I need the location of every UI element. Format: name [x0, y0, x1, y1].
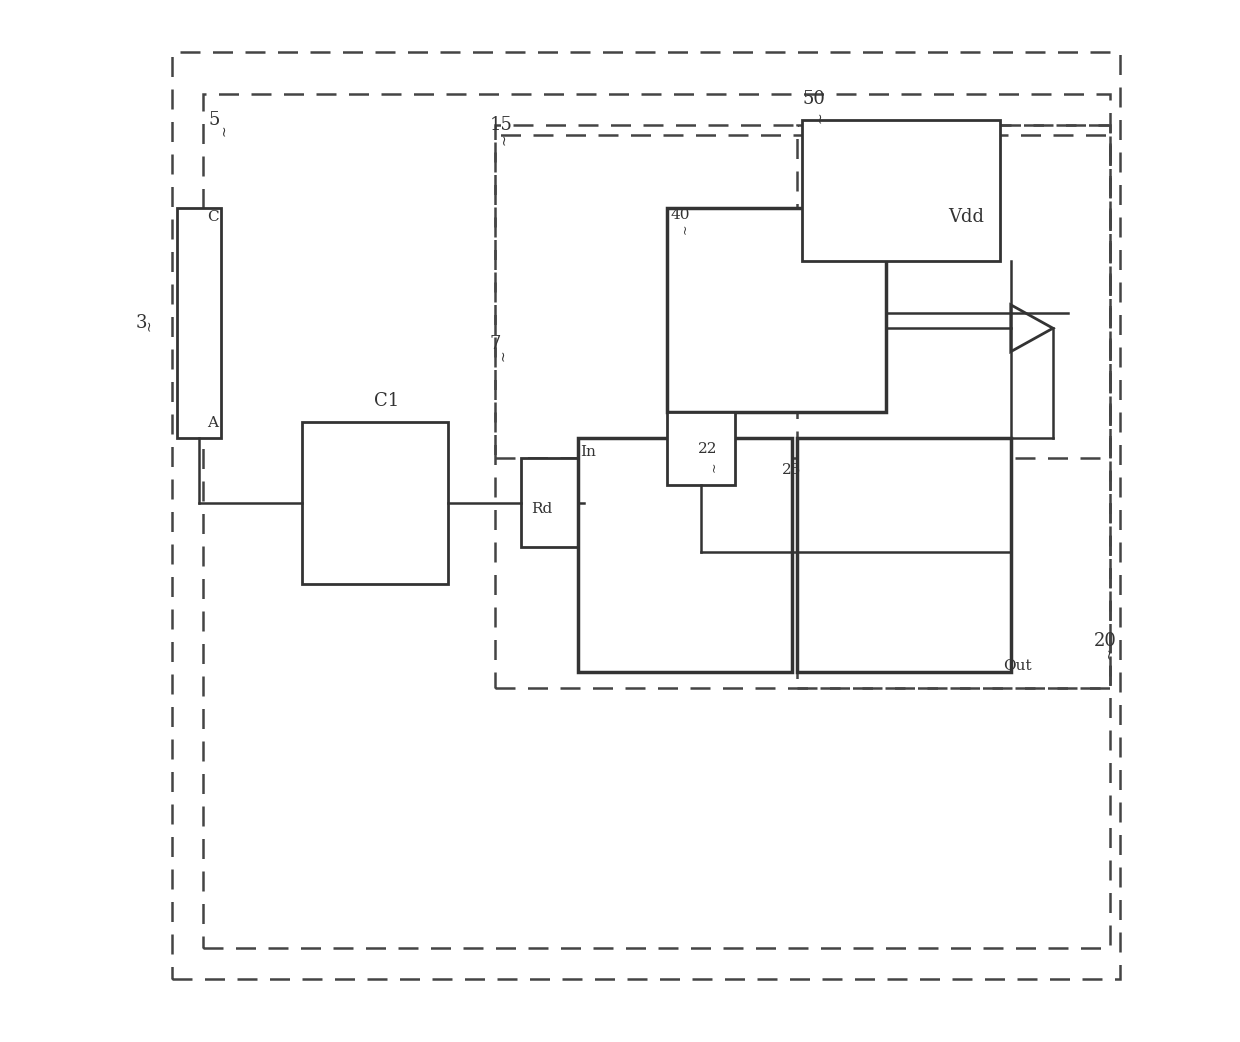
Text: In: In [580, 445, 596, 460]
Text: A: A [207, 416, 218, 430]
Text: ~: ~ [217, 125, 231, 137]
Text: 25: 25 [781, 463, 801, 477]
Text: 15: 15 [490, 117, 512, 134]
Text: Vdd: Vdd [949, 208, 985, 226]
FancyBboxPatch shape [578, 438, 792, 672]
Text: 7: 7 [490, 336, 501, 353]
FancyBboxPatch shape [802, 120, 1001, 260]
Text: 3: 3 [135, 315, 148, 332]
Text: 40: 40 [670, 207, 689, 222]
FancyBboxPatch shape [303, 422, 448, 584]
FancyBboxPatch shape [667, 208, 885, 412]
Text: 20: 20 [1094, 632, 1117, 650]
Text: ~: ~ [678, 224, 692, 234]
Text: 50: 50 [802, 91, 826, 108]
FancyBboxPatch shape [797, 438, 1011, 672]
Text: ~: ~ [812, 111, 827, 123]
Text: Out: Out [1003, 659, 1032, 673]
Text: ~: ~ [497, 133, 511, 145]
Text: C1: C1 [374, 393, 399, 411]
Text: Rd: Rd [532, 501, 553, 516]
FancyBboxPatch shape [667, 412, 734, 485]
Text: 5: 5 [208, 111, 219, 129]
Text: ~: ~ [708, 462, 720, 472]
FancyBboxPatch shape [521, 458, 584, 547]
Text: 22: 22 [698, 442, 718, 456]
Text: C: C [207, 209, 219, 224]
Text: ~: ~ [141, 320, 156, 331]
FancyBboxPatch shape [177, 208, 221, 438]
Text: ~: ~ [1102, 648, 1116, 660]
Text: ~: ~ [791, 480, 804, 491]
Text: ~: ~ [496, 350, 510, 362]
